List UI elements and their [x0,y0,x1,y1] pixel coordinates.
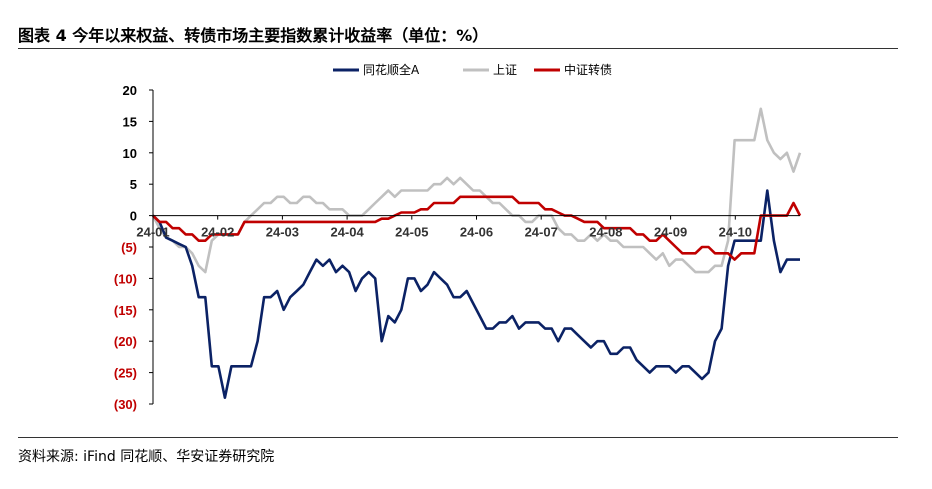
y-tick-label: 5 [130,177,137,192]
legend: 同花顺全A 上证 中证转债 [333,62,612,77]
y-tick-label: (5) [121,240,137,255]
y-tick-label: (20) [114,334,137,349]
series-layer [151,107,802,400]
x-tick-label: 24-07 [525,225,558,240]
y-tick-label: (30) [114,397,137,412]
source-note: 资料来源: iFind 同花顺、华安证券研究院 [18,449,275,465]
series-line-2 [152,195,802,261]
x-tick-label: 24-05 [395,225,428,240]
y-tick-label: 10 [123,146,137,161]
y-tick-label: (10) [114,271,137,286]
figure-title: 图表 4 今年以来权益、转债市场主要指数累计收益率（单位：%） [18,26,489,45]
y-tick-label: 15 [123,114,137,129]
x-tick-label: 24-09 [654,225,687,240]
x-tick-label: 24-01 [136,225,169,240]
x-tick-label: 24-03 [266,225,299,240]
bottom-rule [18,437,898,438]
legend-label: 上证 [493,63,517,77]
series-line-1 [151,107,802,274]
x-tick-label: 24-10 [719,225,752,240]
legend-label: 中证转债 [564,62,612,77]
top-rule [18,48,898,49]
series-line-0 [152,189,800,400]
x-tick-label: 24-06 [460,225,493,240]
legend-label: 同花顺全A [363,62,420,77]
x-tick-label: 24-04 [330,225,364,240]
x-tick-label: 24-08 [589,225,622,240]
y-tick-label: 0 [130,209,137,224]
axis-layer: 20 15 10 5 0 (5) (10) (15) (20) (25) (30) 24-01 24-0… [114,83,800,412]
y-tick-label: (15) [114,303,137,318]
y-tick-label: (25) [114,366,137,381]
chart-svg: 同花顺全A 上证 中证转债 20 15 10 5 0 (5) (10) (15) (20) (25) (… [114,62,802,412]
x-tick-label: 24-02 [201,225,234,240]
y-tick-label: 20 [123,83,137,98]
